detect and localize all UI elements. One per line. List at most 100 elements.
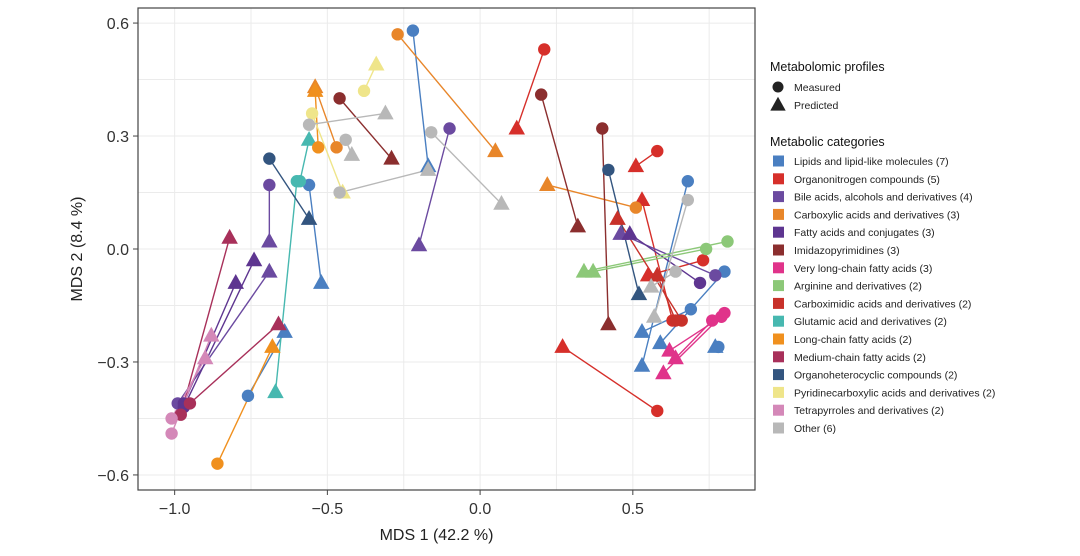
- predicted-point: [609, 210, 626, 225]
- color-legend-label: Carboximidic acids and derivatives (2): [794, 298, 971, 310]
- color-legend-swatch: [773, 208, 784, 220]
- measured-point: [681, 193, 695, 207]
- pair-connector: [547, 184, 637, 209]
- color-legend-swatch: [773, 280, 784, 292]
- shape-legend-label: Predicted: [794, 100, 839, 112]
- predicted-point: [569, 217, 587, 233]
- predicted-point: [600, 315, 617, 331]
- pair-connector: [516, 49, 545, 129]
- pair-connector: [339, 97, 393, 160]
- color-legend-label: Medium-chain fatty acids (2): [794, 352, 926, 364]
- shape-legend-title: Metabolomic profiles: [770, 60, 885, 74]
- color-legend-label: Long-chain fatty acids (2): [794, 334, 912, 346]
- color-legend-swatch: [773, 315, 784, 327]
- color-legend-label: Tetrapyrroles and derivatives (2): [794, 405, 944, 417]
- measured-point: [696, 254, 710, 267]
- measured-point: [629, 201, 643, 214]
- predicted-point: [621, 225, 639, 240]
- measured-point: [183, 397, 197, 410]
- predicted-point: [508, 119, 526, 135]
- color-legend-swatch: [773, 297, 784, 309]
- predicted-point: [367, 55, 385, 71]
- predicted-point: [627, 157, 645, 173]
- x-tick-label: 0.5: [622, 501, 644, 518]
- predicted-point: [642, 277, 660, 293]
- color-legend-label: Bile acids, alcohols and derivatives (4): [794, 192, 973, 204]
- color-legend-swatch: [773, 244, 784, 256]
- y-axis-ticks: 0.6 0.3 0.0 −0.3 −0.6: [97, 16, 138, 485]
- measured-point: [709, 269, 722, 282]
- pair-connector: [299, 139, 310, 182]
- shape-legend-label: Measured: [794, 82, 841, 94]
- predicted-point: [270, 315, 287, 331]
- legend: Metabolomic profiles Measured Predicted M…: [770, 60, 995, 435]
- pair-connector: [656, 275, 677, 321]
- predicted-point: [667, 349, 684, 365]
- predicted-point: [554, 338, 571, 353]
- measured-point: [305, 107, 319, 120]
- predicted-point: [261, 262, 278, 278]
- predicted-point: [313, 274, 330, 289]
- pair-connector: [601, 128, 610, 325]
- predicted-point: [645, 307, 663, 323]
- color-legend-label: Imidazopyrimidines (3): [794, 245, 900, 257]
- pair-connector: [418, 128, 451, 246]
- pair-connector: [675, 320, 713, 359]
- predicted-point: [630, 285, 648, 301]
- measured-point: [357, 84, 371, 98]
- color-legend-label: Lipids and lipid-like molecules (7): [794, 156, 949, 168]
- pair-connector: [314, 90, 319, 148]
- color-legend-label: Organonitrogen compounds (5): [794, 174, 940, 186]
- pair-connector: [274, 181, 298, 393]
- color-legend-swatch: [773, 404, 784, 416]
- measured-point: [263, 152, 276, 165]
- pair-connector: [540, 94, 579, 227]
- shape-legend-items: Measured Predicted: [770, 81, 841, 112]
- measured-point: [538, 43, 551, 56]
- pair-connector: [308, 112, 386, 126]
- pair-connector: [183, 259, 255, 408]
- measured-point: [721, 235, 734, 248]
- color-legend-swatch: [773, 262, 784, 274]
- x-tick-label: 0.0: [469, 501, 491, 518]
- color-legend-label: Fatty acids and conjugates (3): [794, 227, 935, 239]
- predicted-point: [343, 146, 361, 161]
- color-legend-swatch: [773, 173, 784, 185]
- predicted-point: [383, 149, 400, 165]
- measured-point: [669, 265, 682, 278]
- predicted-point: [306, 82, 324, 97]
- color-legend-label: Other (6): [794, 423, 836, 435]
- y-tick-label: 0.0: [107, 242, 129, 259]
- measured-point: [406, 24, 420, 37]
- pair-connector: [397, 33, 496, 152]
- measured-point: [712, 340, 725, 354]
- pair-connector: [308, 184, 322, 283]
- measured-point: [596, 122, 609, 135]
- measured-point: [693, 276, 707, 290]
- predicted-point: [487, 142, 504, 158]
- legend-predicted-symbol: [770, 96, 786, 111]
- predicted-point: [227, 274, 244, 289]
- y-tick-label: 0.3: [107, 129, 129, 146]
- color-legend-swatch: [773, 369, 784, 381]
- pair-connector: [189, 323, 279, 404]
- measured-point: [333, 92, 346, 105]
- pair-connector: [592, 248, 707, 273]
- predicted-point: [584, 262, 602, 278]
- measured-point: [165, 427, 178, 440]
- pair-connector: [314, 86, 338, 148]
- predicted-point: [655, 364, 672, 380]
- predicted-point: [652, 334, 669, 350]
- pair-connector: [216, 346, 274, 464]
- measured-point: [425, 126, 438, 139]
- pair-connector: [562, 346, 658, 412]
- y-tick-label: −0.3: [97, 355, 129, 372]
- measured-point: [699, 242, 713, 256]
- pair-connector: [339, 169, 429, 194]
- color-legend-label: Carboxylic acids and derivatives (3): [794, 209, 960, 221]
- x-tick-label: −0.5: [312, 501, 344, 518]
- x-axis-title: MDS 1 (42.2 %): [380, 527, 494, 544]
- color-legend-swatch: [773, 386, 784, 398]
- measured-point: [651, 144, 664, 158]
